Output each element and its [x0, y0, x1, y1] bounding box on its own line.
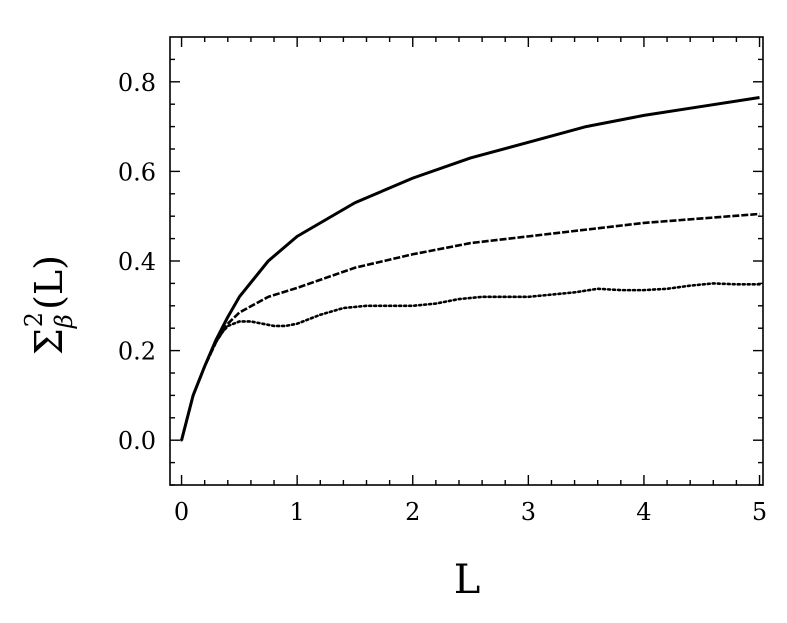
tick-marks	[170, 37, 763, 486]
series-line-solid	[180, 95, 760, 441]
x-tick-label: 0	[174, 498, 189, 526]
y-tick-label: 0.4	[118, 248, 156, 276]
y-label-sup: 2	[20, 312, 48, 327]
x-tick-label: 2	[405, 498, 420, 526]
series-layer	[180, 95, 761, 442]
y-tick-label: 0.8	[118, 69, 156, 97]
x-tick-label: 1	[290, 498, 305, 526]
series-line-dashed	[180, 212, 760, 441]
x-tick-label: 4	[636, 498, 651, 526]
x-tick-label: 3	[521, 498, 536, 526]
y-tick-label: 0.0	[118, 427, 156, 455]
y-tick-label: 0.2	[118, 338, 156, 366]
y-label-base: Σ	[27, 328, 71, 355]
y-label-sub: β	[50, 314, 78, 329]
x-tick-label: 5	[752, 498, 767, 526]
y-label-arg: (L)	[27, 255, 71, 310]
tick-labels: 0 1 2 3 4 5 0.0 0.2 0.4 0.6 0.8	[118, 69, 767, 526]
y-tick-label: 0.6	[118, 158, 156, 186]
y-axis-label: Σβ2 (L)	[20, 255, 78, 355]
x-axis-label: L	[454, 557, 481, 603]
svg-text:Σβ2(L): Σβ2 (L)	[20, 255, 78, 355]
plot-frame	[169, 36, 764, 486]
series-line-dotted	[180, 282, 761, 442]
